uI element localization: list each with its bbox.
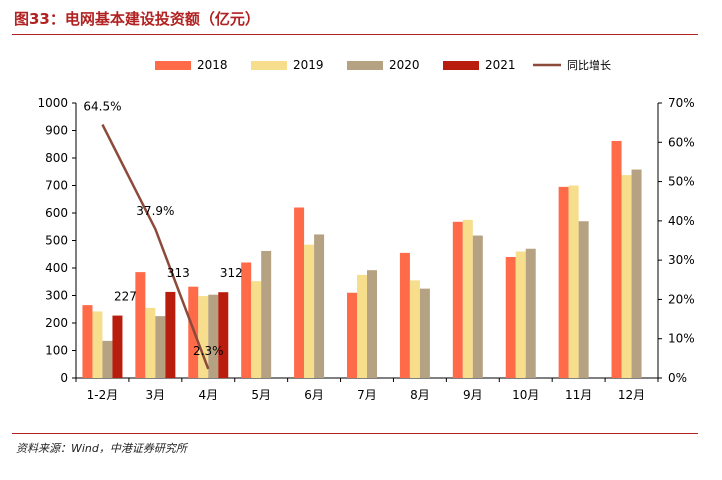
x-tick-label: 3月	[146, 388, 166, 402]
growth-line	[101, 124, 210, 370]
source-note: 资料来源：Wind，中港证券研究所	[16, 442, 187, 455]
x-tick-label: 4月	[198, 388, 218, 402]
bar-value-label: 313	[167, 266, 190, 280]
title-divider	[12, 34, 698, 35]
bar-2019	[304, 244, 315, 378]
right-tick-label: 20%	[668, 292, 695, 306]
left-tick-label: 600	[45, 206, 68, 220]
left-tick-label: 900	[45, 124, 68, 138]
x-tick-label: 8月	[410, 388, 430, 402]
bar-2018	[558, 186, 569, 378]
left-tick-label: 400	[45, 261, 68, 275]
bar-2021	[218, 292, 229, 378]
bar-2020	[367, 270, 377, 378]
right-tick-label: 60%	[668, 135, 695, 149]
bar-2018	[611, 140, 622, 378]
right-tick-label: 70%	[668, 96, 695, 110]
left-tick-label: 300	[45, 289, 68, 303]
left-tick-label: 0	[60, 371, 68, 385]
x-tick-label: 12月	[618, 388, 645, 402]
bar-2018	[294, 207, 305, 378]
bar-2019	[515, 251, 526, 378]
growth-line-path	[101, 124, 210, 370]
bar-2020	[102, 340, 113, 378]
x-tick-label: 11月	[565, 388, 592, 402]
legend-swatch-2021	[443, 61, 479, 70]
x-tick-label: 1-2月	[87, 388, 119, 402]
bar-2019	[621, 175, 632, 378]
x-tick-label: 5月	[251, 388, 271, 402]
left-tick-label: 200	[45, 316, 68, 330]
bar-2020	[631, 169, 642, 378]
bar-2020	[472, 235, 483, 378]
left-tick-label: 100	[45, 344, 68, 358]
bar-2020	[261, 250, 272, 378]
left-tick-label: 1000	[37, 96, 68, 110]
data-labels: 64.5% 37.9% 2.3% 227 313 312	[83, 100, 242, 358]
left-tick-label: 700	[45, 179, 68, 193]
bar-2021	[112, 315, 123, 378]
right-tick-label: 10%	[668, 332, 695, 346]
bar-2019	[357, 274, 367, 378]
bar-2018	[399, 252, 410, 378]
bar-line-chart: 2018 2019 2020 2021 同比增长 0 100 200 300 400 500 600…	[37, 58, 695, 402]
bar-2018	[135, 272, 146, 378]
bar-2019	[409, 280, 420, 378]
bar-2020	[155, 316, 166, 378]
bar-2020	[419, 288, 430, 378]
legend-swatch-2018	[155, 61, 191, 70]
legend-label: 2021	[485, 58, 516, 72]
bar-value-label: 312	[220, 266, 243, 280]
left-tick-label: 500	[45, 234, 68, 248]
right-tick-label: 0%	[668, 371, 687, 385]
right-tick-label: 30%	[668, 253, 695, 267]
legend-swatch-2020	[347, 61, 383, 70]
bar-2018	[347, 292, 357, 378]
legend-label: 2018	[197, 58, 228, 72]
x-tick-label: 7月	[357, 388, 377, 402]
right-tick-label: 40%	[668, 214, 695, 228]
footer-divider	[12, 433, 698, 434]
left-tick-label: 800	[45, 151, 68, 165]
bar-2019	[462, 219, 473, 378]
bar-2019	[568, 185, 579, 378]
bars	[82, 140, 642, 378]
bar-2018	[241, 262, 252, 378]
legend-label: 同比增长	[567, 58, 611, 72]
bar-2018	[452, 221, 463, 378]
growth-label: 37.9%	[136, 204, 174, 218]
bar-2018	[82, 305, 93, 378]
bar-2019	[198, 296, 209, 378]
legend-label: 2019	[293, 58, 324, 72]
bar-value-label: 227	[114, 290, 137, 304]
bar-2020	[208, 294, 219, 378]
bar-2019	[145, 307, 156, 378]
legend-label: 2020	[389, 58, 420, 72]
bar-2020	[525, 248, 536, 378]
legend: 2018 2019 2020 2021 同比增长	[155, 58, 611, 72]
growth-label: 64.5%	[83, 100, 121, 114]
bar-2020	[578, 221, 589, 378]
right-tick-label: 50%	[668, 175, 695, 189]
growth-label: 2.3%	[193, 344, 224, 358]
x-tick-label: 9月	[463, 388, 483, 402]
bar-2019	[92, 311, 103, 378]
bar-2019	[251, 281, 262, 378]
chart-title: 图33：电网基本建设投资额（亿元）	[14, 10, 260, 28]
x-tick-label: 6月	[304, 388, 324, 402]
bar-2020	[314, 234, 325, 378]
legend-swatch-2019	[251, 61, 287, 70]
x-tick-label: 10月	[512, 388, 539, 402]
bar-2018	[505, 257, 516, 378]
bar-2021	[165, 291, 176, 378]
